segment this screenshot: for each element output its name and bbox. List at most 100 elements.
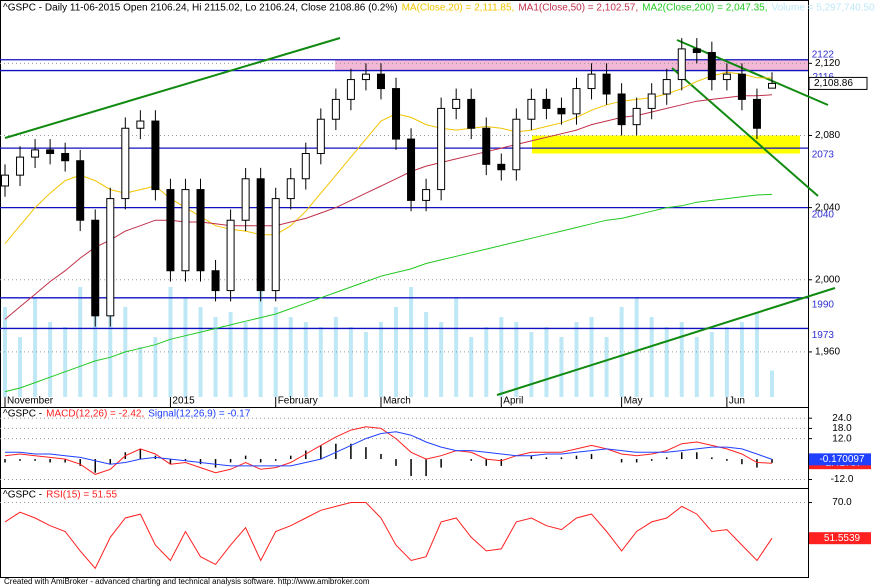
candle-body	[572, 88, 581, 115]
volume-bar	[333, 317, 338, 397]
volume-bar	[739, 322, 744, 397]
volume-bar	[770, 370, 774, 397]
volume-bar	[694, 337, 699, 397]
volume-bar	[318, 327, 323, 397]
legend-text: RSI(15) = 51.55	[46, 490, 117, 501]
legend-text: MA1(Close,50) = 2,102.57,	[518, 3, 638, 14]
volume-bar	[724, 327, 729, 397]
volume-bar	[604, 337, 609, 397]
candle-body	[91, 219, 100, 317]
panel-frame	[0, 488, 809, 578]
candle-body	[256, 178, 265, 292]
candle-body	[181, 189, 190, 272]
x-tick-label: November	[7, 396, 54, 407]
legend-text: Signal(12,26,9) = -0.17	[148, 409, 250, 420]
candle-body	[422, 189, 431, 201]
candle-body	[376, 73, 385, 90]
candle-body	[557, 107, 566, 115]
legend-text: MACD(12,26) = -2.42,	[46, 409, 144, 420]
volume-bar	[48, 322, 53, 397]
legend-text: MA2(Close,200) = 2,047.35,	[642, 3, 767, 14]
candle-body	[166, 189, 175, 272]
legend-text: Volume = 5,297,740.50	[771, 3, 875, 14]
legend-text: ^GSPC -	[3, 490, 42, 501]
volume-bar	[153, 337, 158, 397]
volume-bar	[619, 307, 624, 397]
volume-bar	[439, 322, 444, 397]
volume-bar	[243, 322, 248, 397]
candle-body	[271, 198, 280, 292]
y-tick-label: 12.0	[832, 433, 852, 444]
volume-bar	[544, 327, 549, 397]
candle-body	[512, 118, 521, 171]
volume-bar	[529, 332, 534, 397]
volume-bar	[484, 327, 489, 397]
candle-body	[121, 127, 130, 200]
candle-body	[361, 73, 370, 81]
volume-bar	[63, 327, 68, 397]
volume-bar	[634, 297, 639, 397]
volume-bar	[454, 297, 459, 397]
indicator-line	[4, 426, 773, 475]
candle-body	[452, 98, 461, 109]
volume-bar	[378, 322, 383, 397]
level-label: 2040	[812, 209, 835, 220]
last-value-box	[809, 532, 871, 545]
candle-body	[31, 149, 40, 158]
x-tick-label: February	[278, 396, 318, 407]
candle-body	[707, 52, 716, 81]
volume-bar	[138, 347, 143, 397]
indicator-line	[5, 431, 773, 467]
candle-body	[752, 98, 761, 129]
ma-line	[4, 71, 773, 245]
volume-bar	[469, 337, 474, 397]
trend-line	[671, 67, 819, 197]
volume-bar	[589, 317, 594, 397]
y-tick-label: 70.0	[832, 497, 852, 508]
candle-body	[768, 82, 776, 89]
candle-body	[106, 198, 115, 317]
volume-bar	[273, 307, 278, 397]
candle-body	[617, 93, 626, 126]
candle-body	[542, 98, 551, 109]
level-label: 1990	[812, 299, 835, 310]
volume-bar	[709, 332, 714, 397]
ma-line	[4, 94, 773, 320]
last-value-label: 51.5539	[824, 533, 861, 544]
volume-bar	[213, 317, 218, 397]
candle-body	[437, 107, 446, 191]
x-tick-label: April	[503, 396, 523, 407]
legend-text: ^GSPC - Daily 11-06-2015 Open 2106.24, H…	[3, 3, 398, 14]
candle-body	[61, 153, 70, 162]
y-tick-label: 1,960	[815, 347, 840, 358]
trend-line	[676, 39, 829, 106]
candle-body	[392, 88, 401, 140]
volume-bar	[33, 297, 38, 397]
volume-bar	[258, 287, 263, 397]
last-value-label: -0.170097	[819, 454, 864, 465]
candle-body	[527, 98, 536, 120]
candle-body	[1, 174, 9, 187]
candle-body	[692, 48, 701, 54]
resistance-zone	[335, 59, 808, 71]
volume-bar	[183, 297, 188, 397]
y-tick-label: 2,000	[815, 274, 840, 285]
volume-bar	[664, 327, 669, 397]
candle-body	[226, 219, 235, 292]
candle-body	[46, 149, 55, 155]
candle-body	[136, 120, 145, 129]
x-tick-label: May	[624, 396, 643, 407]
candle-body	[211, 270, 220, 292]
volume-bar	[288, 317, 293, 397]
y-tick-label: -12.0	[831, 474, 854, 485]
candle-body	[602, 73, 611, 95]
y-tick-label: 2,040	[815, 202, 840, 213]
volume-bar	[559, 337, 564, 397]
volume-bar	[303, 322, 308, 397]
candle-body	[737, 73, 746, 100]
volume-bar	[574, 322, 579, 397]
x-tick-label: Jun	[729, 396, 745, 407]
candle-body	[587, 73, 596, 90]
candle-body	[316, 118, 325, 155]
